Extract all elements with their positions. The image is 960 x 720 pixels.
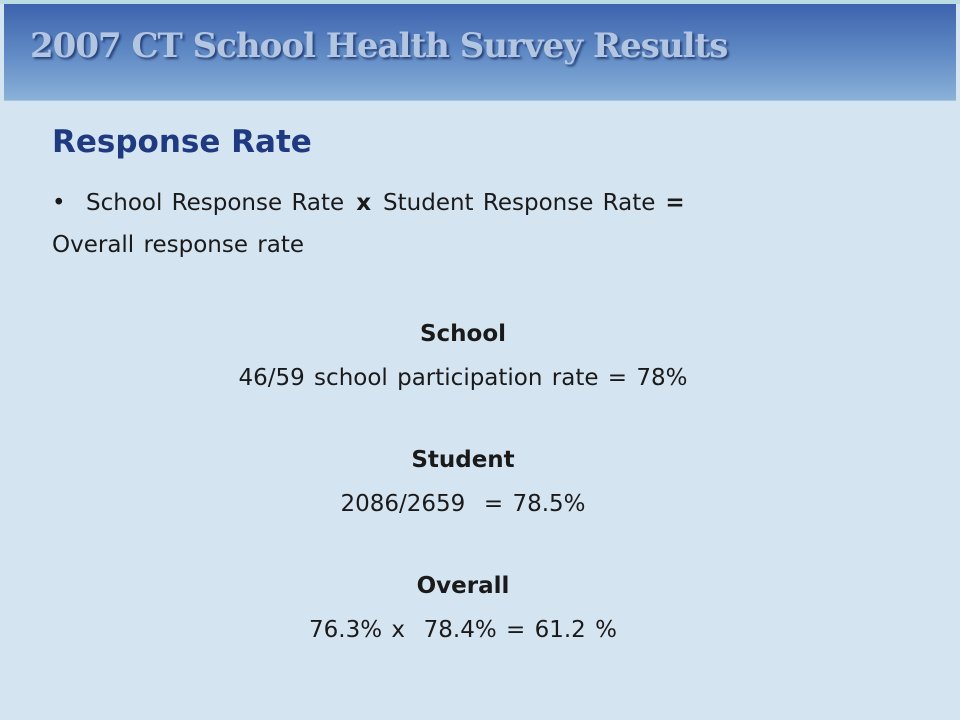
slide-top-border [0, 0, 960, 4]
student-value: 2086/2659 = 78.5% [340, 491, 586, 517]
overall-block: Overall 76.3% x 78.4% = 61.2 % [0, 564, 926, 652]
section-title: Response Rate [52, 124, 312, 160]
school-value: 46/59 school participation rate = 78% [238, 365, 688, 391]
formula-multiply-operator: x [356, 190, 372, 216]
bullet-formula: • School Response Rate x Student Response R… [52, 190, 685, 216]
formula-school-term: School Response Rate [86, 190, 345, 216]
school-heading: School [419, 321, 507, 347]
student-block: Student 2086/2659 = 78.5% [0, 438, 926, 526]
school-block: School 46/59 school participation rate =… [0, 312, 926, 400]
student-heading: Student [411, 447, 515, 473]
bullet-marker: • [52, 190, 66, 216]
formula-student-term: Student Response Rate [383, 190, 656, 216]
slide-header: 2007 CT School Health Survey Results [4, 4, 956, 101]
overall-value: 76.3% x 78.4% = 61.2 % [309, 617, 617, 643]
overall-heading: Overall [416, 573, 510, 599]
formula-result-term: Overall response rate [52, 232, 305, 258]
formula-equals-operator: = [665, 190, 685, 216]
slide-title: 2007 CT School Health Survey Results [30, 26, 728, 66]
